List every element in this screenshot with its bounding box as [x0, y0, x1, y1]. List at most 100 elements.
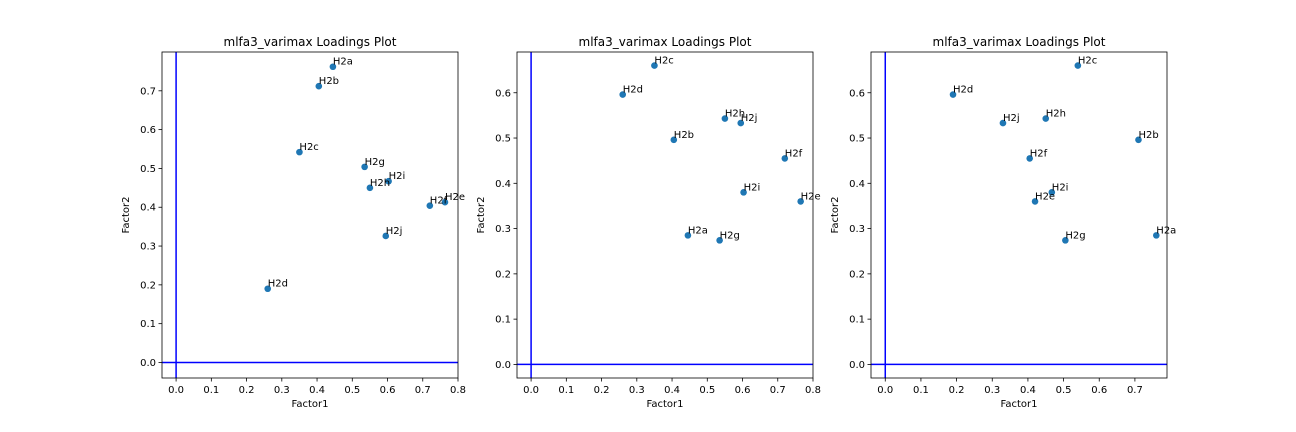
y-axis-label: Factor2 — [121, 197, 132, 234]
point-label-h2b: H2b — [674, 130, 694, 141]
x-tick-label: 0.4 — [309, 385, 325, 396]
point-label-h2f: H2f — [430, 196, 448, 207]
loading-point-h2h — [721, 115, 729, 122]
point-label-h2c: H2c — [299, 142, 318, 153]
x-tick-label: 0.1 — [558, 385, 574, 396]
x-tick-label: 0.7 — [415, 385, 431, 396]
y-tick-label: 0.7 — [140, 86, 156, 97]
loading-point-h2j — [737, 119, 745, 127]
loading-point-h2a — [329, 63, 337, 71]
x-tick-label: 0.0 — [877, 385, 893, 396]
loading-point-h2f — [1026, 155, 1033, 162]
x-tick-label: 0.4 — [664, 385, 680, 396]
point-label-h2e: H2e — [1035, 191, 1055, 202]
point-label-h2d: H2d — [953, 85, 973, 96]
loading-point-h2g — [361, 163, 368, 171]
point-label-h2c: H2c — [654, 56, 673, 67]
y-tick-label: 0.4 — [140, 203, 156, 214]
loading-point-h2h — [366, 184, 374, 192]
loading-point-h2d — [949, 91, 957, 98]
point-label-h2g: H2g — [720, 230, 740, 241]
y-tick-label: 0.4 — [849, 179, 865, 190]
y-tick-label: 0.1 — [849, 315, 865, 326]
y-tick-label: 0.4 — [495, 179, 511, 190]
plot-frame — [161, 51, 459, 379]
y-tick-label: 0.6 — [849, 88, 865, 99]
x-tick-label: 0.0 — [168, 385, 184, 396]
x-tick-label: 0.5 — [1056, 385, 1072, 396]
loading-point-h2c — [1074, 62, 1082, 69]
point-label-h2h: H2h — [725, 109, 745, 120]
point-label-h2j: H2j — [741, 113, 758, 124]
x-tick-label: 0.1 — [203, 385, 219, 396]
y-axis-label: Factor2 — [830, 197, 841, 234]
y-tick-label: 0.1 — [140, 319, 156, 330]
x-tick-label: 0.2 — [949, 385, 965, 396]
loading-point-h2e — [441, 198, 449, 206]
point-label-h2d: H2d — [623, 85, 643, 96]
y-tick-label: 0.3 — [140, 242, 156, 253]
point-label-h2b: H2b — [1138, 130, 1158, 141]
point-label-h2a: H2a — [1156, 225, 1176, 236]
loading-point-h2b — [315, 82, 323, 90]
x-axis-label: Factor1 — [292, 399, 329, 410]
x-tick-label: 0.5 — [344, 385, 360, 396]
chart-title: mlfa3_varimax Loadings Plot — [933, 35, 1106, 49]
point-label-h2j: H2j — [1003, 113, 1020, 124]
loading-point-h2f — [781, 155, 789, 162]
x-tick-label: 0.6 — [380, 385, 396, 396]
y-tick-label: 0.5 — [140, 164, 156, 175]
x-tick-label: 0.7 — [1127, 385, 1143, 396]
loadings-panel-1: mlfa3_varimax Loadings Plot 0.0 0.1 0.2 0.3 0… — [121, 35, 466, 410]
point-label-h2i: H2i — [389, 171, 406, 182]
x-tick-label: 0.8 — [805, 385, 821, 396]
x-tick-label: 0.1 — [913, 385, 929, 396]
y-tick-label: 0.1 — [495, 315, 511, 326]
loading-point-h2a — [684, 232, 692, 239]
x-tick-label: 0.6 — [1091, 385, 1107, 396]
x-tick-label: 0.7 — [770, 385, 786, 396]
x-tick-label: 0.6 — [735, 385, 751, 396]
loading-point-h2g — [1062, 237, 1069, 244]
loading-point-h2b — [1135, 136, 1142, 144]
y-tick-label: 0.2 — [140, 280, 156, 291]
y-tick-label: 0.2 — [495, 269, 511, 280]
point-label-h2f: H2f — [785, 148, 803, 159]
y-tick-label: 0.5 — [849, 134, 865, 145]
loading-point-h2i — [385, 177, 392, 185]
loading-point-h2a — [1153, 232, 1160, 239]
loading-point-h2h — [1042, 115, 1050, 122]
x-tick-label: 0.8 — [450, 385, 466, 396]
chart-title: mlfa3_varimax Loadings Plot — [579, 35, 752, 49]
loading-point-h2e — [797, 198, 804, 205]
y-tick-label: 0.0 — [140, 358, 156, 369]
loading-point-h2i — [1048, 189, 1056, 196]
y-tick-label: 0.6 — [140, 125, 156, 136]
chart-title: mlfa3_varimax Loadings Plot — [224, 35, 397, 49]
x-tick-label: 0.3 — [274, 385, 290, 396]
loading-point-h2g — [716, 237, 723, 244]
point-label-h2h: H2h — [370, 178, 390, 189]
point-label-h2b: H2b — [319, 76, 339, 87]
y-tick-label: 0.0 — [495, 360, 511, 371]
point-label-h2h: H2h — [1046, 109, 1066, 120]
loading-point-h2d — [619, 91, 627, 98]
x-tick-label: 0.3 — [629, 385, 645, 396]
loading-point-h2j — [382, 232, 390, 240]
y-axis-label: Factor2 — [476, 197, 487, 234]
y-tick-label: 0.3 — [495, 224, 511, 235]
x-tick-label: 0.0 — [523, 385, 539, 396]
x-axis-label: Factor1 — [1001, 399, 1038, 410]
plot-frame — [870, 51, 1168, 379]
loading-point-h2i — [740, 189, 747, 196]
y-tick-label: 0.2 — [849, 269, 865, 280]
point-label-h2f: H2f — [1030, 148, 1048, 159]
loadings-panel-2: mlfa3_varimax Loadings Plot 0.0 0.1 0.2 0.3 0… — [476, 35, 821, 410]
point-label-h2e: H2e — [445, 192, 465, 203]
point-label-h2i: H2i — [744, 182, 761, 193]
y-tick-label: 0.3 — [849, 224, 865, 235]
loading-point-h2j — [999, 119, 1007, 127]
y-tick-label: 0.6 — [495, 88, 511, 99]
plot-frame — [516, 51, 814, 379]
y-tick-label: 0.5 — [495, 134, 511, 145]
